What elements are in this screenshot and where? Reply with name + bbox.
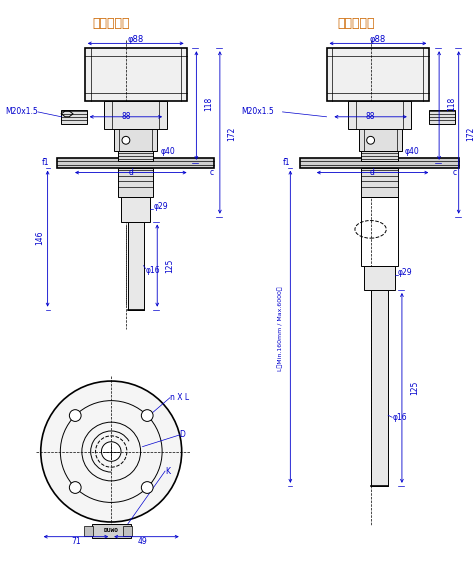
Bar bbox=[348, 101, 411, 128]
Text: c: c bbox=[210, 168, 214, 177]
Text: f1: f1 bbox=[283, 159, 290, 167]
Bar bbox=[121, 197, 150, 222]
Text: d: d bbox=[370, 168, 375, 177]
Text: 88: 88 bbox=[121, 113, 130, 121]
Text: φ16: φ16 bbox=[392, 413, 407, 422]
Circle shape bbox=[122, 136, 130, 144]
Bar bbox=[118, 168, 153, 197]
Bar bbox=[84, 526, 93, 536]
Bar bbox=[361, 168, 398, 197]
Text: 125: 125 bbox=[165, 258, 174, 273]
Text: D: D bbox=[180, 430, 186, 440]
Circle shape bbox=[69, 410, 81, 422]
Bar bbox=[118, 151, 153, 161]
Bar bbox=[327, 48, 429, 101]
Bar bbox=[114, 128, 157, 151]
Bar bbox=[92, 524, 131, 538]
Text: φ88: φ88 bbox=[369, 35, 386, 44]
Text: M20x1.5: M20x1.5 bbox=[5, 107, 38, 117]
Text: f1: f1 bbox=[42, 159, 50, 167]
Bar bbox=[361, 151, 398, 161]
Circle shape bbox=[367, 136, 375, 144]
Text: M20x1.5: M20x1.5 bbox=[241, 107, 274, 117]
Text: φ88: φ88 bbox=[128, 35, 144, 44]
Text: 88: 88 bbox=[366, 113, 376, 121]
Bar bbox=[58, 158, 214, 168]
Text: φ40: φ40 bbox=[405, 146, 420, 156]
Text: 常温加长型: 常温加长型 bbox=[337, 17, 375, 30]
Bar bbox=[429, 110, 455, 124]
Text: 125: 125 bbox=[410, 381, 419, 395]
Circle shape bbox=[69, 482, 81, 493]
Text: K: K bbox=[165, 466, 170, 476]
Bar bbox=[359, 128, 402, 151]
Circle shape bbox=[41, 381, 182, 522]
Text: 常温标准型: 常温标准型 bbox=[92, 17, 130, 30]
Bar bbox=[364, 266, 395, 290]
Text: 172: 172 bbox=[466, 127, 476, 141]
Bar bbox=[123, 526, 132, 536]
Text: 146: 146 bbox=[35, 231, 44, 245]
Text: 49: 49 bbox=[138, 537, 148, 546]
Text: φ16: φ16 bbox=[146, 266, 160, 275]
Bar bbox=[300, 158, 459, 168]
Text: φ29: φ29 bbox=[153, 202, 168, 211]
Text: 71: 71 bbox=[71, 537, 81, 546]
Bar bbox=[61, 110, 87, 124]
Circle shape bbox=[101, 442, 121, 461]
Text: c: c bbox=[453, 168, 457, 177]
Bar bbox=[85, 48, 187, 101]
Text: 118: 118 bbox=[204, 97, 213, 111]
Text: 118: 118 bbox=[447, 97, 456, 111]
Text: φ40: φ40 bbox=[160, 146, 175, 156]
Text: φ29: φ29 bbox=[398, 268, 413, 277]
Bar bbox=[104, 101, 167, 128]
Circle shape bbox=[141, 482, 153, 493]
Bar bbox=[371, 290, 388, 486]
Bar bbox=[361, 197, 398, 266]
Text: DUWO: DUWO bbox=[104, 528, 119, 533]
Text: 172: 172 bbox=[228, 127, 237, 141]
Text: d: d bbox=[129, 168, 133, 177]
Circle shape bbox=[141, 410, 153, 422]
Text: L（Min.160mm / Max.6000）: L（Min.160mm / Max.6000） bbox=[278, 287, 283, 371]
Text: n X L: n X L bbox=[170, 393, 189, 402]
Bar bbox=[128, 222, 144, 310]
